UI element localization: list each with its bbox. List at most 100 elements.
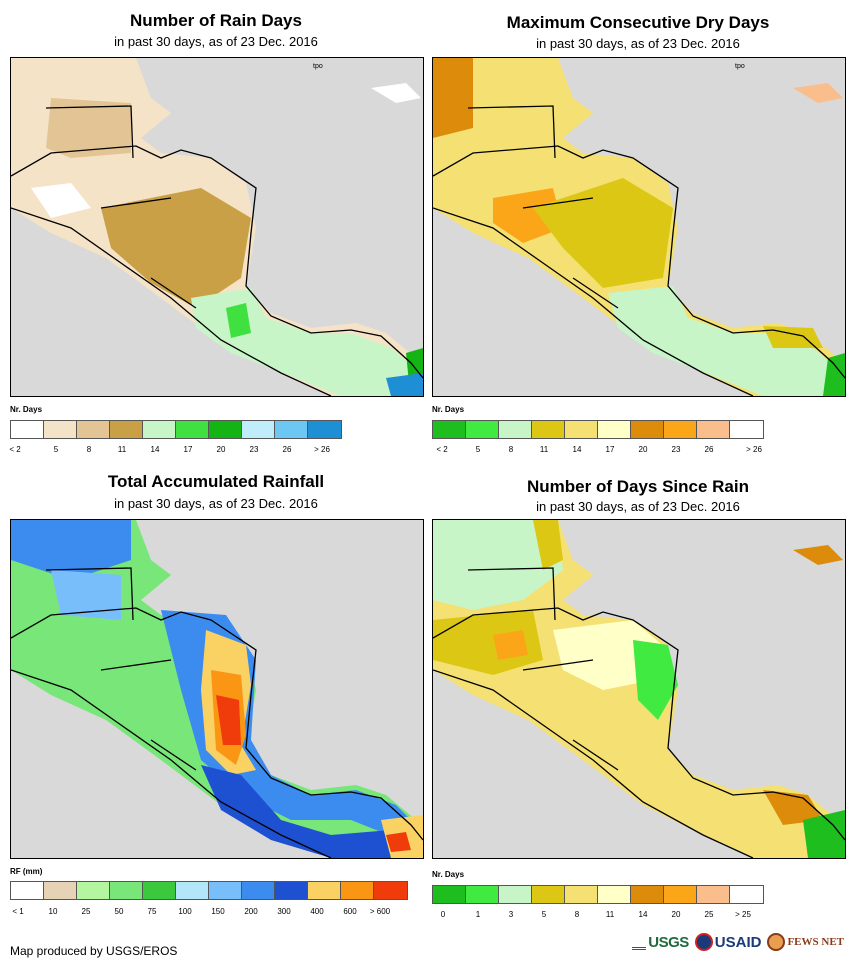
legend-ticks-rain-days: < 2 5 8 11 14 17 20 23 26 > 26 xyxy=(9,445,342,457)
legend-swatch xyxy=(11,421,44,438)
legend-tick: 20 xyxy=(216,445,226,454)
map-svg-total-rainfall xyxy=(11,520,423,858)
legend-units-rain-days: Nr. Days xyxy=(10,405,43,414)
legend-swatch xyxy=(598,886,631,903)
legend-tick: 14 xyxy=(150,445,160,454)
legend-swatch xyxy=(532,886,565,903)
legend-tick: 3 xyxy=(508,910,514,919)
legend-rain-days xyxy=(10,420,342,439)
legend-swatch xyxy=(631,421,664,438)
legend-swatch xyxy=(433,886,466,903)
legend-tick: 25 xyxy=(81,907,91,916)
legend-swatch xyxy=(631,886,664,903)
legend-tick: 25 xyxy=(704,910,714,919)
legend-swatch xyxy=(77,421,110,438)
legend-tick: 600 xyxy=(343,907,357,916)
legend-tick: 20 xyxy=(671,910,681,919)
legend-swatch xyxy=(176,882,209,899)
legend-swatch xyxy=(697,886,730,903)
legend-swatch xyxy=(110,421,143,438)
usaid-logo: USAID xyxy=(694,933,761,951)
legend-tick: 1 xyxy=(475,910,481,919)
fews-net-logo: FEWS NET xyxy=(767,933,844,951)
legend-swatch xyxy=(209,421,242,438)
legend-swatch xyxy=(499,421,532,438)
legend-tick: 400 xyxy=(310,907,324,916)
legend-swatch xyxy=(466,886,499,903)
legend-swatch xyxy=(44,421,77,438)
legend-tick: 26 xyxy=(282,445,292,454)
legend-total-rainfall xyxy=(10,881,408,900)
map-label-rain-days: tpo xyxy=(313,63,323,70)
legend-units-dry-days: Nr. Days xyxy=(432,405,465,414)
legend-swatch xyxy=(77,882,110,899)
legend-tick: 17 xyxy=(183,445,193,454)
legend-tick: 75 xyxy=(147,907,157,916)
map-svg-days-since-rain xyxy=(433,520,845,858)
legend-tick: < 1 xyxy=(12,907,24,916)
usgs-logo-text: USGS xyxy=(648,933,689,951)
legend-swatch xyxy=(242,421,275,438)
map-fill-total-rainfall xyxy=(11,520,423,858)
legend-swatch xyxy=(730,886,763,903)
legend-days-since-rain xyxy=(432,885,764,904)
legend-tick: 100 xyxy=(178,907,192,916)
usgs-wave-icon xyxy=(632,935,647,950)
legend-tick: 26 xyxy=(704,445,714,454)
legend-tick: 11 xyxy=(539,445,549,454)
panel-title-total-rainfall: Total Accumulated Rainfall xyxy=(107,472,325,491)
legend-tick: 14 xyxy=(638,910,648,919)
map-label-dry-days: tpo xyxy=(735,63,745,70)
panel-subtitle-dry-days: in past 30 days, as of 23 Dec. 2016 xyxy=(536,36,740,51)
legend-tick: 0 xyxy=(440,910,446,919)
legend-units-days-since-rain: Nr. Days xyxy=(432,870,465,879)
usgs-logo: USGS xyxy=(632,934,689,951)
legend-swatch xyxy=(598,421,631,438)
legend-tick: > 25 xyxy=(735,910,751,919)
legend-tick: 20 xyxy=(638,445,648,454)
legend-tick: 8 xyxy=(574,910,580,919)
legend-tick: > 26 xyxy=(746,445,762,454)
legend-swatch xyxy=(433,421,466,438)
legend-tick: 23 xyxy=(249,445,259,454)
panel-subtitle-days-since-rain: in past 30 days, as of 23 Dec. 2016 xyxy=(536,499,740,514)
map-fill-dry-days xyxy=(433,58,845,396)
fews-net-seal-icon xyxy=(767,933,786,951)
legend-tick: 5 xyxy=(53,445,59,454)
legend-swatch xyxy=(308,421,341,438)
panel-subtitle-rain-days: in past 30 days, as of 23 Dec. 2016 xyxy=(114,34,318,49)
legend-swatch xyxy=(44,882,77,899)
legend-swatch xyxy=(374,882,407,899)
legend-swatch xyxy=(143,882,176,899)
legend-tick: < 2 xyxy=(436,445,448,454)
legend-swatch xyxy=(11,882,44,899)
legend-swatch xyxy=(143,421,176,438)
legend-tick: < 2 xyxy=(9,445,21,454)
legend-swatch xyxy=(341,882,374,899)
map-svg-dry-days: tpo xyxy=(433,58,845,396)
map-days-since-rain xyxy=(432,519,846,859)
legend-swatch xyxy=(697,421,730,438)
panel-subtitle-total-rainfall: in past 30 days, as of 23 Dec. 2016 xyxy=(114,496,318,511)
legend-units-total-rainfall: RF (mm) xyxy=(10,867,43,876)
legend-swatch xyxy=(730,421,763,438)
legend-ticks-dry-days: < 2 5 8 11 14 17 20 23 26 > 26 xyxy=(432,445,772,457)
legend-swatch xyxy=(466,421,499,438)
legend-swatch xyxy=(176,421,209,438)
legend-swatch xyxy=(664,421,697,438)
legend-swatch xyxy=(664,886,697,903)
legend-tick: 17 xyxy=(605,445,615,454)
panel-title-days-since-rain: Number of Days Since Rain xyxy=(526,477,749,496)
legend-swatch xyxy=(532,421,565,438)
panel-title-dry-days: Maximum Consecutive Dry Days xyxy=(506,13,770,32)
legend-tick: 10 xyxy=(48,907,58,916)
fews-net-logo-text: FEWS NET xyxy=(787,936,844,948)
legend-tick: > 26 xyxy=(314,445,330,454)
map-dry-days: tpo xyxy=(432,57,846,397)
legend-tick: 11 xyxy=(117,445,127,454)
legend-tick: 5 xyxy=(541,910,547,919)
legend-swatch xyxy=(499,886,532,903)
logo-strip: USGS USAID FEWS NET xyxy=(632,933,844,951)
legend-ticks-days-since-rain: 0 1 3 5 8 11 14 20 25 > 25 xyxy=(432,910,772,922)
legend-ticks-total-rainfall: < 1 10 25 50 75 100 150 200 300 400 600 … xyxy=(10,907,410,919)
